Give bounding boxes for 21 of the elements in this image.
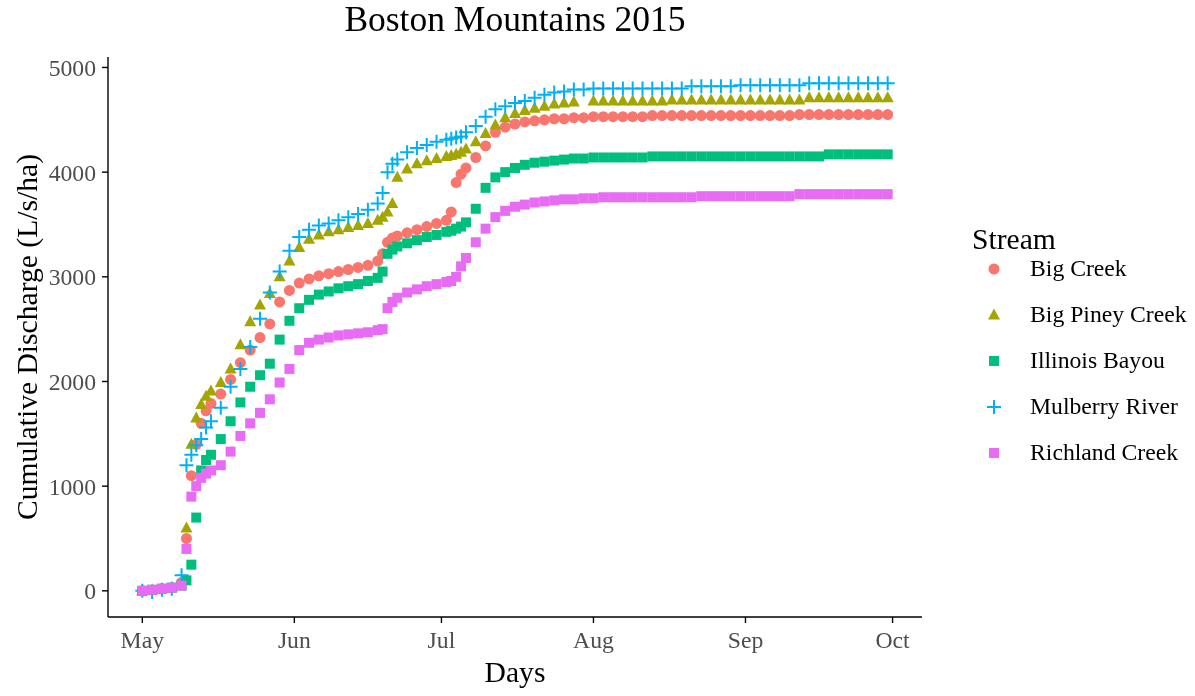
legend-label: Big Piney Creek xyxy=(1030,300,1187,327)
legend-label: Mulberry River xyxy=(1030,392,1179,419)
y-tick-label: 4000 xyxy=(48,159,96,186)
x-tick-label: May xyxy=(120,626,165,653)
y-tick-label: 0 xyxy=(84,578,96,605)
chart-title: Boston Mountains 2015 xyxy=(343,0,687,39)
x-tick-label: Jul xyxy=(427,626,456,653)
legend-label: Illinois Bayou xyxy=(1030,346,1165,373)
x-tick-label: Aug xyxy=(573,626,615,653)
x-axis-title: Days xyxy=(483,656,547,688)
y-tick-label: 3000 xyxy=(48,264,96,291)
y-tick-label: 5000 xyxy=(48,54,96,81)
legend-label: Richland Creek xyxy=(1030,438,1179,465)
legend-title: Stream xyxy=(972,223,1057,255)
y-tick-label: 1000 xyxy=(48,473,96,500)
x-tick-label: Oct xyxy=(875,626,911,653)
legend-label: Big Creek xyxy=(1030,254,1127,281)
x-tick-label: Jun xyxy=(277,626,311,653)
y-tick-label: 2000 xyxy=(48,368,96,395)
x-tick-label: Sep xyxy=(727,626,764,653)
y-axis-title: Cumulative Discharge (L/s/ha) xyxy=(11,154,44,520)
